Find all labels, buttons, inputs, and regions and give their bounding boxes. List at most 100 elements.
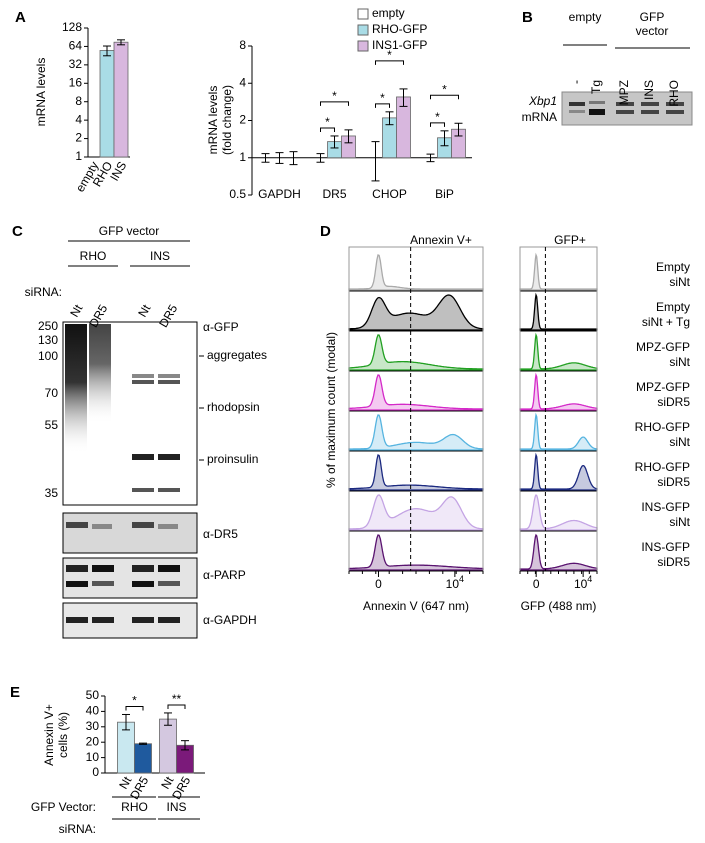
row-label: siNt — [669, 355, 690, 369]
row-label: siDR5 — [657, 555, 690, 569]
gel-image — [561, 44, 693, 126]
histogram — [348, 334, 484, 371]
row-label: MPZ-GFP — [636, 380, 690, 394]
significance-bracket — [375, 103, 390, 108]
marker-label: 35 — [45, 486, 59, 500]
legend-swatch — [357, 24, 369, 36]
group-label: vector — [636, 24, 669, 38]
y-tick-label: 50 — [86, 688, 100, 702]
axis-label: siRNA: — [59, 822, 96, 836]
significance-bracket — [320, 101, 349, 106]
histogram — [519, 452, 598, 491]
y-tick-label: 4 — [239, 75, 246, 89]
histogram — [519, 292, 598, 331]
band-label: aggregates — [207, 348, 267, 362]
x-tick-label: 104 — [446, 574, 464, 591]
significance-bracket — [375, 60, 404, 65]
y-axis-label: (fold change) — [220, 85, 234, 155]
axis-label: siRNA: — [25, 285, 62, 299]
row-label: Empty — [656, 300, 690, 314]
x-tick-label: INS — [107, 159, 129, 183]
legend-swatch — [357, 40, 369, 52]
header-label: Annexin V+ — [410, 233, 472, 247]
row-label: siNt — [669, 515, 690, 529]
significance-bracket — [320, 127, 335, 132]
y-tick-label: 20 — [86, 734, 100, 748]
significance-label: * — [442, 82, 447, 96]
x-tick-label: DR5 — [127, 774, 151, 802]
row-label: siDR5 — [657, 475, 690, 489]
significance-bracket — [125, 705, 144, 711]
lane-label: Nt — [67, 302, 85, 320]
x-tick-label: 0 — [533, 577, 540, 591]
histogram — [348, 414, 484, 451]
row-label: RHO-GFP — [635, 460, 690, 474]
x-tick-label: DR5 — [322, 187, 346, 201]
significance-label: * — [325, 115, 330, 129]
y-axis-label: cells (%) — [56, 712, 70, 758]
bar — [159, 718, 177, 774]
histogram — [348, 534, 484, 571]
y-tick-label: 1 — [75, 149, 82, 163]
gene-label: mRNA — [522, 110, 557, 124]
histogram — [519, 252, 598, 291]
legend-label: RHO-GFP — [372, 22, 427, 36]
y-tick-label: 64 — [69, 39, 83, 53]
y-tick-label: 8 — [75, 94, 82, 108]
bar — [99, 50, 115, 158]
group-label: INS — [150, 249, 170, 263]
x-tick-label: CHOP — [372, 187, 407, 201]
y-tick-label: 8 — [239, 38, 246, 52]
x-tick-label: GAPDH — [258, 187, 301, 201]
y-tick-label: 30 — [86, 719, 100, 733]
tick-base: 0 — [375, 577, 382, 591]
histogram — [519, 412, 598, 451]
significance-label: * — [435, 110, 440, 124]
y-axis-label: Annexin V+ — [42, 704, 56, 766]
lane-label: INS — [642, 80, 656, 100]
y-tick-label: 32 — [69, 57, 83, 71]
histogram — [348, 254, 484, 291]
significance-label: * — [387, 48, 392, 62]
tick-exponent: 4 — [459, 574, 464, 584]
x-tick-label: 104 — [574, 574, 592, 591]
row-label: RHO-GFP — [635, 420, 690, 434]
lane-label: RHO — [667, 80, 681, 107]
marker-label: 100 — [38, 349, 58, 363]
row-label: Empty — [656, 260, 690, 274]
lane-label: - — [569, 80, 583, 84]
tick-base: 10 — [574, 577, 588, 591]
significance-label: * — [132, 694, 137, 708]
row-label: INS-GFP — [641, 540, 690, 554]
group-label: INS — [166, 800, 186, 814]
antibody-label: α-DR5 — [203, 527, 238, 541]
legend-swatch — [357, 8, 369, 20]
row-label: siNt + Tg — [642, 315, 690, 329]
row-label: MPZ-GFP — [636, 340, 690, 354]
panel-label: D — [320, 223, 331, 240]
y-tick-label: 1 — [239, 150, 246, 164]
antibody-label: α-GFP — [203, 320, 239, 334]
tick-base: 0 — [533, 577, 540, 591]
significance-label: * — [332, 89, 337, 103]
legend-label: INS1-GFP — [372, 38, 427, 52]
lane-label: MPZ — [617, 80, 631, 105]
row-label: siNt — [669, 435, 690, 449]
antibody-label: α-GAPDH — [203, 613, 257, 627]
y-tick-label: 128 — [62, 20, 82, 34]
histogram — [519, 494, 598, 531]
lane-label: Tg — [589, 80, 603, 94]
group-label: RHO — [121, 800, 148, 814]
x-axis-label: Annexin V (647 nm) — [363, 599, 469, 613]
row-label: siDR5 — [657, 395, 690, 409]
marker-label: 55 — [45, 418, 59, 432]
x-tick-label: 0 — [375, 577, 382, 591]
significance-bracket — [167, 704, 186, 709]
band-label: rhodopsin — [207, 400, 260, 414]
histogram — [348, 494, 484, 531]
gene-label: Xbp1 — [528, 94, 557, 108]
bar — [113, 41, 129, 158]
tick-exponent: 4 — [587, 574, 592, 584]
group-label: GFP vector — [99, 224, 159, 238]
